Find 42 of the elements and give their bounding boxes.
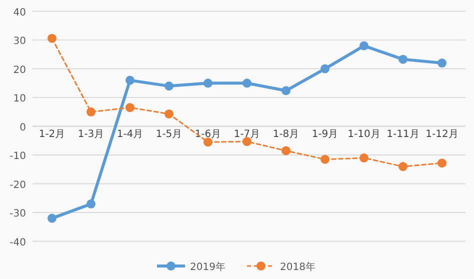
point — [282, 146, 290, 156]
point — [204, 138, 212, 147]
x-tick-label: 1-4月 — [116, 128, 144, 140]
point — [282, 86, 290, 96]
point — [360, 153, 368, 162]
x-tick-label: 1-11月 — [386, 128, 420, 140]
legend-label: 2019年 — [190, 261, 226, 273]
x-tick-label: 1-3月 — [78, 128, 104, 140]
x-tick-label: 1-2月 — [38, 128, 66, 140]
point — [164, 109, 174, 118]
point — [48, 214, 56, 223]
x-tick-label: 1-9月 — [312, 128, 338, 140]
point — [398, 162, 408, 172]
point — [126, 76, 134, 85]
x-tick-label: 1-5月 — [156, 128, 182, 140]
point — [320, 64, 330, 74]
y-tick-label: 20 — [13, 64, 26, 76]
y-tick-label: -20 — [10, 180, 26, 191]
point — [320, 154, 330, 164]
point — [438, 58, 446, 68]
y-tick-label: -40 — [10, 237, 26, 248]
point — [86, 107, 96, 116]
point — [86, 199, 96, 208]
x-tick-label: 1-8月 — [272, 128, 300, 140]
y-tick-label: 10 — [13, 94, 26, 105]
point — [204, 78, 212, 88]
y-tick-label: -10 — [10, 151, 26, 162]
legend-label: 2018年 — [280, 261, 316, 273]
point — [48, 34, 56, 43]
x-tick-label: 1-12月 — [426, 128, 458, 140]
point — [360, 41, 368, 50]
y-tick-label: 30 — [13, 36, 26, 48]
y-tick-label: -30 — [10, 208, 26, 220]
point — [126, 103, 134, 112]
x-tick-label: 1-10月 — [348, 128, 380, 140]
point — [242, 78, 252, 88]
point — [398, 54, 408, 64]
point — [438, 158, 446, 168]
y-tick-label: 40 — [13, 7, 26, 18]
point — [164, 82, 174, 91]
y-tick-label: 0 — [20, 122, 26, 134]
x-tick-label: 1-7月 — [234, 128, 260, 140]
